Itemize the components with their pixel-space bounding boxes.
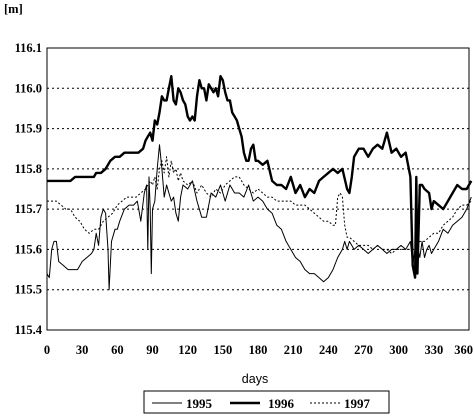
series-line-1996 [47,75,473,279]
x-tick-label: 270 [354,343,373,357]
y-axis-unit-label: [m] [4,2,23,16]
y-tick-label: 116.1 [15,41,42,55]
y-tick-label: 115.7 [15,202,42,216]
y-tick-label: 115.8 [15,162,42,176]
plot-area-border [46,47,470,331]
legend-label-1997: 1997 [344,396,371,411]
x-tick-label: 240 [319,343,338,357]
x-tick-label: 360 [454,343,473,357]
x-axis-tick-labels: 0 30 60 90 120 150 180 210 240 270 300 330 360 [44,343,473,357]
series-line-1997 [47,156,472,254]
legend-label-1996: 1996 [268,396,295,411]
x-tick-label: 210 [284,343,303,357]
y-tick-label: 115.9 [15,122,42,136]
x-axis-title: days [242,372,268,386]
y-tick-label: 115.6 [15,242,42,256]
series-line-1995 [46,144,472,291]
x-tick-label: 90 [146,343,159,357]
x-tick-label: 120 [178,343,197,357]
x-tick-label: 180 [249,343,268,357]
x-tick-label: 300 [389,343,408,357]
legend: 1995 1996 1997 [143,390,390,414]
x-tick-label: 150 [213,343,232,357]
x-tick-label: 60 [111,343,124,357]
legend-box [143,390,390,414]
legend-label-1995: 1995 [186,396,213,411]
x-tick-label: 330 [424,343,443,357]
y-tick-label: 116.0 [15,81,42,95]
y-tick-label: 115.5 [15,283,42,297]
gridlines [47,87,469,291]
series-lines [46,75,473,291]
x-tick-label: 30 [76,343,89,357]
x-tick-label: 0 [44,343,50,357]
y-tick-label: 115.4 [15,323,43,337]
y-axis-tick-labels: 116.1 116.0 115.9 115.8 115.7 115.6 115.5 115.4 [15,41,43,337]
